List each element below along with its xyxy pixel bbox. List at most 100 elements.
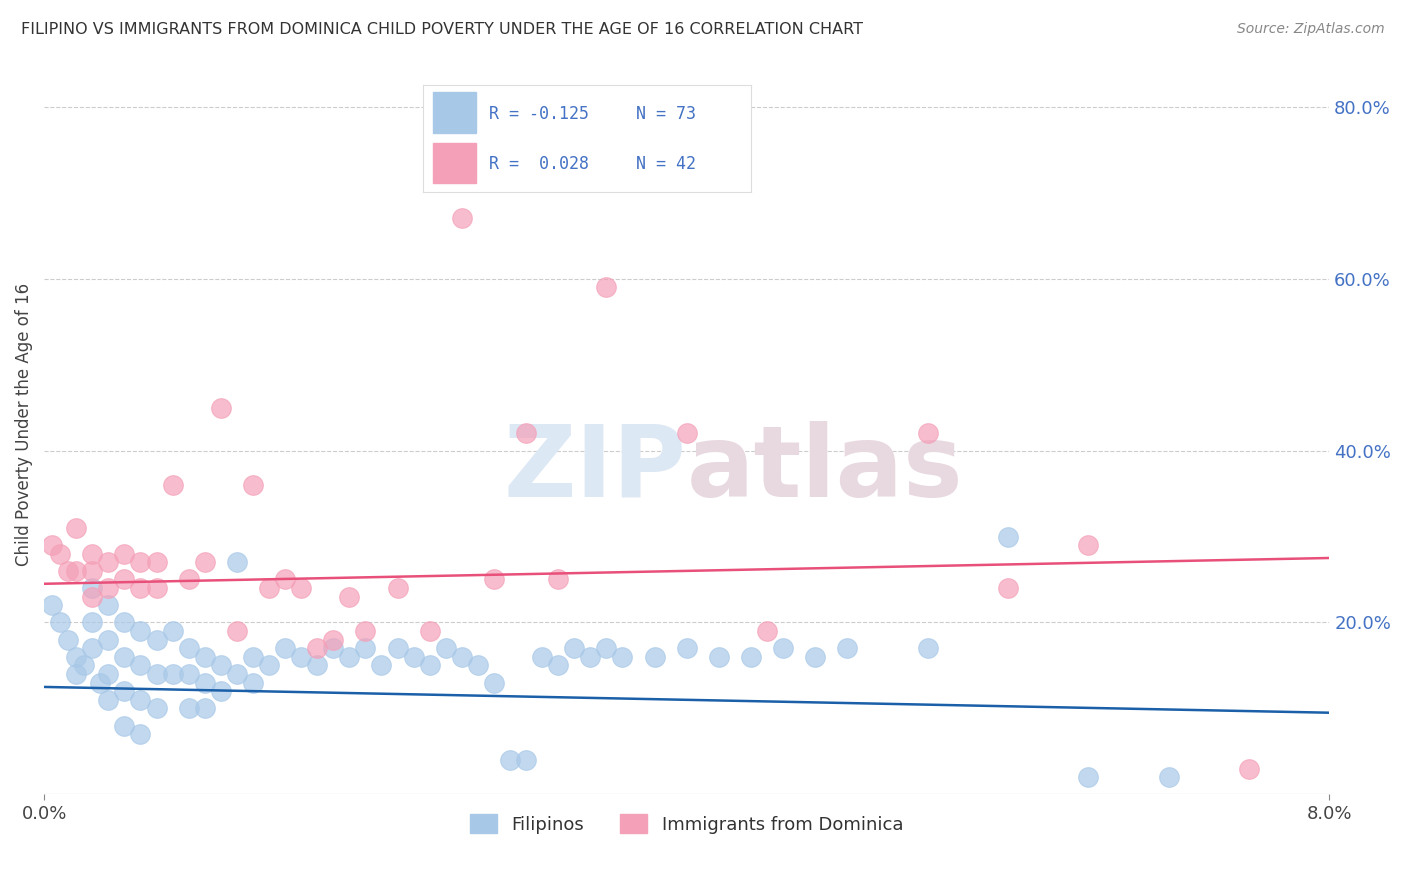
Point — [209, 684, 232, 698]
Point — [1157, 770, 1180, 784]
Point — [194, 675, 217, 690]
Point — [97, 693, 120, 707]
Text: FILIPINO VS IMMIGRANTS FROM DOMINICA CHILD POVERTY UNDER THE AGE OF 16 CORRELATI: FILIPINO VS IMMIGRANTS FROM DOMINICA CHI… — [21, 22, 863, 37]
Point — [1237, 762, 1260, 776]
Text: ZIP: ZIP — [503, 421, 686, 517]
Point — [675, 426, 697, 441]
Point — [772, 641, 794, 656]
Point — [707, 649, 730, 664]
Point — [482, 573, 505, 587]
Text: Source: ZipAtlas.com: Source: ZipAtlas.com — [1237, 22, 1385, 37]
Point — [162, 478, 184, 492]
Point — [322, 632, 344, 647]
Point — [89, 675, 111, 690]
Point — [387, 581, 409, 595]
Y-axis label: Child Poverty Under the Age of 16: Child Poverty Under the Age of 16 — [15, 283, 32, 566]
Point — [274, 641, 297, 656]
Point — [209, 401, 232, 415]
Point — [97, 555, 120, 569]
Point — [579, 649, 602, 664]
Point — [162, 667, 184, 681]
Point — [225, 624, 247, 638]
Point — [595, 641, 617, 656]
Point — [274, 573, 297, 587]
Point — [595, 280, 617, 294]
Point — [644, 649, 666, 664]
Point — [307, 658, 329, 673]
Point — [97, 581, 120, 595]
Point — [194, 701, 217, 715]
Point — [209, 658, 232, 673]
Point — [73, 658, 96, 673]
Point — [177, 573, 200, 587]
Point — [82, 590, 104, 604]
Point — [675, 641, 697, 656]
Point — [97, 599, 120, 613]
Point — [322, 641, 344, 656]
Text: atlas: atlas — [686, 421, 963, 517]
Point — [41, 538, 63, 552]
Point — [114, 615, 136, 630]
Point — [242, 478, 264, 492]
Point — [499, 753, 522, 767]
Point — [177, 667, 200, 681]
Point — [242, 675, 264, 690]
Point — [337, 590, 360, 604]
Point — [419, 624, 441, 638]
Point — [129, 658, 152, 673]
Point — [225, 555, 247, 569]
Point — [354, 624, 377, 638]
Point — [82, 581, 104, 595]
Point — [337, 649, 360, 664]
Point — [740, 649, 762, 664]
Point — [1077, 770, 1099, 784]
Point — [290, 649, 312, 664]
Point — [145, 581, 167, 595]
Point — [997, 581, 1019, 595]
Point — [531, 649, 554, 664]
Point — [82, 564, 104, 578]
Point — [82, 641, 104, 656]
Point — [997, 529, 1019, 543]
Point — [49, 615, 72, 630]
Point — [162, 624, 184, 638]
Point — [177, 701, 200, 715]
Point — [482, 675, 505, 690]
Point — [547, 573, 569, 587]
Point — [58, 632, 80, 647]
Point — [917, 641, 939, 656]
Point — [129, 555, 152, 569]
Point — [82, 547, 104, 561]
Point — [370, 658, 392, 673]
Point — [307, 641, 329, 656]
Point — [97, 667, 120, 681]
Point — [515, 426, 537, 441]
Point — [917, 426, 939, 441]
Point — [177, 641, 200, 656]
Point — [97, 632, 120, 647]
Point — [242, 649, 264, 664]
Point — [114, 573, 136, 587]
Point — [756, 624, 779, 638]
Point — [58, 564, 80, 578]
Point — [49, 547, 72, 561]
Point — [612, 649, 634, 664]
Point — [837, 641, 859, 656]
Point — [65, 667, 87, 681]
Point — [129, 693, 152, 707]
Point — [419, 658, 441, 673]
Point — [225, 667, 247, 681]
Point — [114, 684, 136, 698]
Point — [450, 649, 472, 664]
Point — [562, 641, 585, 656]
Point — [354, 641, 377, 656]
Point — [257, 658, 280, 673]
Point — [1077, 538, 1099, 552]
Point — [402, 649, 425, 664]
Point — [387, 641, 409, 656]
Point — [257, 581, 280, 595]
Point — [194, 649, 217, 664]
Legend: Filipinos, Immigrants from Dominica: Filipinos, Immigrants from Dominica — [463, 807, 911, 841]
Point — [145, 667, 167, 681]
Point — [145, 632, 167, 647]
